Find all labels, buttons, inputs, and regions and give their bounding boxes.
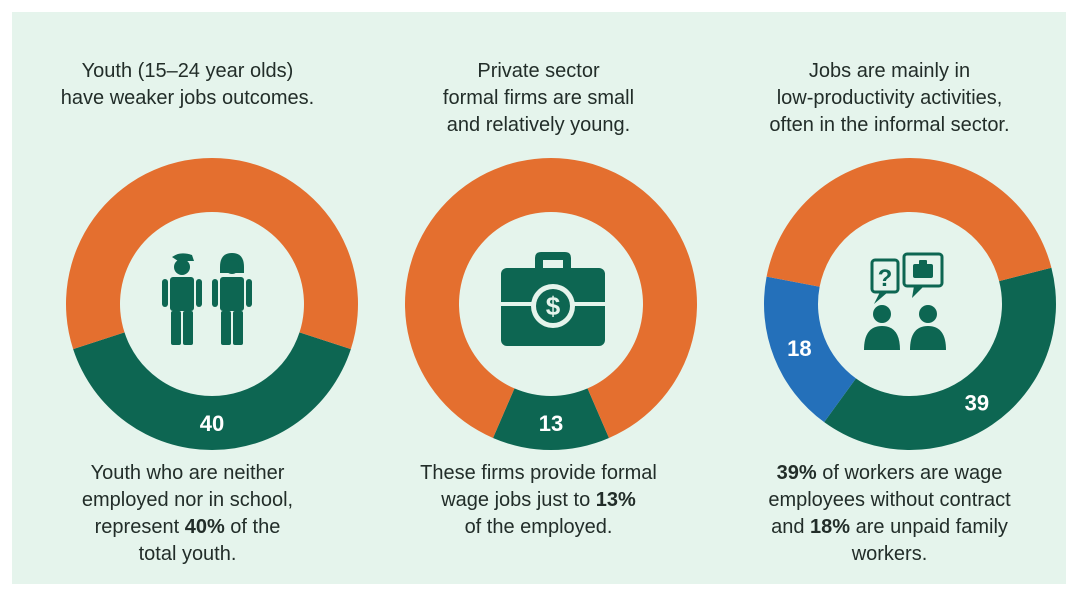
panel-heading: Private sector formal firms are small an… bbox=[363, 58, 714, 139]
caption-text: employed nor in school, bbox=[81, 489, 294, 511]
caption-line: employed nor in school, bbox=[12, 487, 363, 514]
caption-highlight: 40% bbox=[184, 516, 225, 538]
slice-value-label: 39 bbox=[965, 390, 989, 415]
donut-chart-informal: 39 18 bbox=[760, 154, 1060, 454]
panel-heading: Jobs are mainly in low-productivity acti… bbox=[714, 58, 1065, 139]
caption-text: represent bbox=[94, 516, 185, 538]
caption-text: These firms provide formal bbox=[420, 462, 657, 484]
caption-line: of the employed. bbox=[363, 514, 714, 541]
caption-text: are unpaid family bbox=[850, 516, 1008, 538]
donut-slice bbox=[73, 332, 351, 450]
heading-line: formal firms are small bbox=[442, 87, 635, 109]
slice-value-label: 13 bbox=[539, 411, 563, 436]
donut-slice bbox=[764, 276, 856, 423]
heading-line: often in the informal sector. bbox=[769, 114, 1010, 136]
caption-text: and bbox=[771, 516, 811, 538]
svg-text:$: $ bbox=[546, 291, 561, 321]
caption-text: employees without contract bbox=[768, 489, 1011, 511]
caption-line: and 18% are unpaid family bbox=[714, 514, 1065, 541]
caption-line: Youth who are neither bbox=[12, 460, 363, 487]
caption-text: of the bbox=[224, 516, 281, 538]
caption-line: 39% of workers are wage bbox=[714, 460, 1065, 487]
donut-chart-firms: 13 bbox=[401, 154, 701, 454]
two-youth-figures-icon bbox=[162, 253, 252, 345]
caption-line: workers. bbox=[714, 541, 1065, 568]
infographic-panel: Youth (15–24 year olds) have weaker jobs… bbox=[12, 12, 1066, 584]
svg-text:?: ? bbox=[878, 265, 893, 292]
donut-slice bbox=[824, 267, 1056, 451]
caption-text: wage jobs just to bbox=[441, 489, 596, 511]
heading-line: have weaker jobs outcomes. bbox=[60, 87, 315, 109]
caption-highlight: 18% bbox=[810, 516, 851, 538]
donut-slice bbox=[405, 158, 697, 438]
panel-caption: These firms provide formal wage jobs just… bbox=[363, 460, 714, 541]
people-question-briefcase-icon: ? bbox=[864, 252, 946, 350]
donut-slice bbox=[766, 157, 1052, 287]
donut-svg: 13 bbox=[405, 158, 697, 450]
slice-value-label: 18 bbox=[787, 336, 811, 361]
panel-caption: 39% of workers are wage employees without… bbox=[714, 460, 1065, 568]
caption-highlight: 39% bbox=[776, 462, 817, 484]
donut-chart-youth: 40 bbox=[62, 154, 362, 454]
heading-line: and relatively young. bbox=[446, 114, 631, 136]
caption-line: represent 40% of the bbox=[12, 514, 363, 541]
caption-text: Youth who are neither bbox=[90, 462, 285, 484]
heading-line: low-productivity activities, bbox=[776, 87, 1003, 109]
caption-line: total youth. bbox=[12, 541, 363, 568]
panel-heading: Youth (15–24 year olds) have weaker jobs… bbox=[12, 58, 363, 112]
caption-text: total youth. bbox=[138, 543, 237, 565]
donut-svg: 39 18 bbox=[764, 157, 1056, 451]
donut-slice bbox=[65, 157, 359, 350]
caption-text: of workers are wage bbox=[816, 462, 1003, 484]
panel-youth: Youth (15–24 year olds) have weaker jobs… bbox=[12, 12, 363, 584]
caption-line: wage jobs just to 13% bbox=[363, 487, 714, 514]
heading-line: Youth (15–24 year olds) bbox=[81, 60, 294, 82]
caption-text: of the employed. bbox=[464, 516, 613, 538]
caption-line: employees without contract bbox=[714, 487, 1065, 514]
caption-line: These firms provide formal bbox=[363, 460, 714, 487]
caption-text: workers. bbox=[851, 543, 928, 565]
panel-firms: Private sector formal firms are small an… bbox=[363, 12, 714, 584]
caption-highlight: 13% bbox=[595, 489, 636, 511]
heading-line: Private sector bbox=[477, 60, 600, 82]
donut-slice bbox=[493, 388, 609, 450]
briefcase-dollar-icon: $ bbox=[501, 252, 605, 346]
panel-caption: Youth who are neither employed nor in sch… bbox=[12, 460, 363, 568]
heading-line: Jobs are mainly in bbox=[808, 60, 971, 82]
slice-value-label: 40 bbox=[200, 411, 224, 436]
donut-svg: 40 bbox=[65, 157, 359, 450]
panel-informal: Jobs are mainly in low-productivity acti… bbox=[714, 12, 1065, 584]
